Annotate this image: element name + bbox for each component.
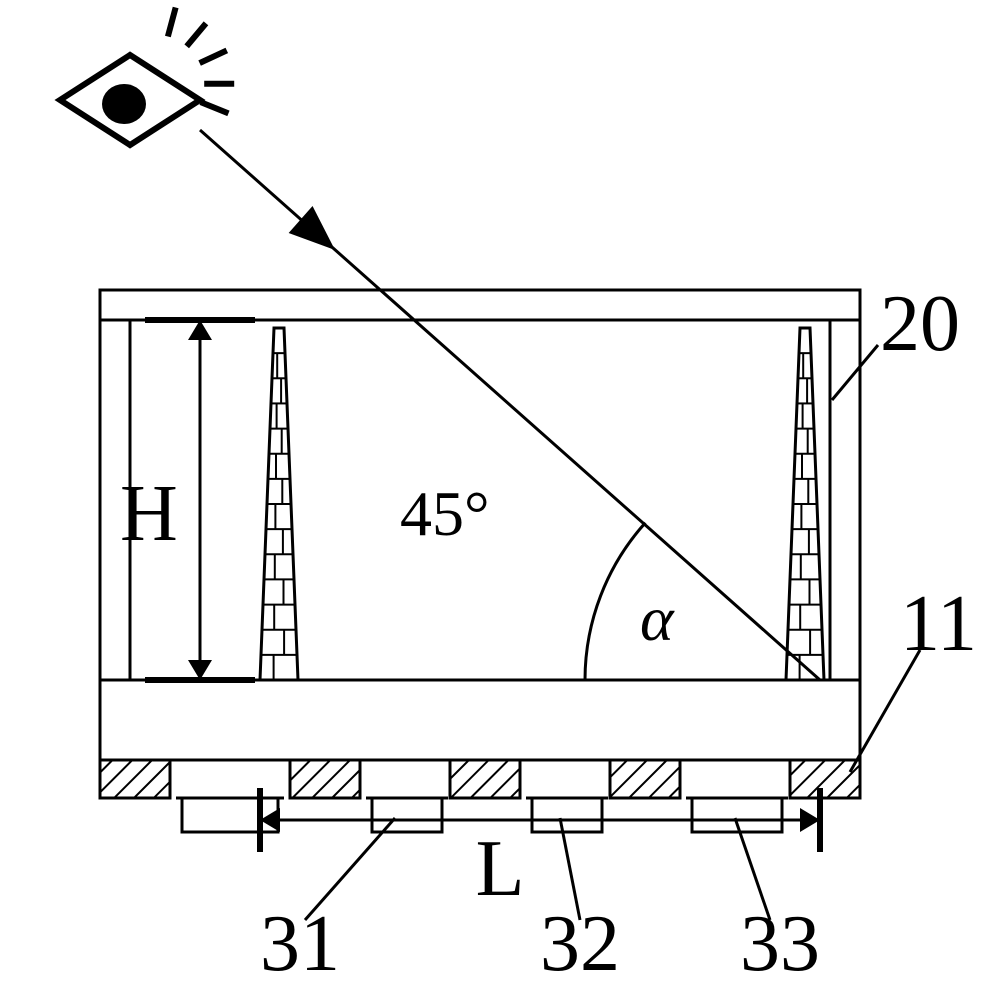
pad-0 [100, 760, 170, 798]
leader-20 [832, 345, 878, 400]
pad-3 [610, 760, 680, 798]
chip-2 [526, 798, 608, 832]
pillar-left [260, 328, 298, 680]
svg-text:11: 11 [900, 580, 977, 668]
angle-arc [585, 523, 645, 680]
svg-text:31: 31 [260, 900, 340, 984]
pad-4 [790, 760, 860, 798]
svg-text:33: 33 [740, 900, 820, 984]
chip-0 [176, 798, 284, 832]
svg-text:H: H [120, 470, 178, 558]
svg-text:α: α [640, 583, 675, 654]
pillar-right [786, 328, 824, 680]
svg-text:20: 20 [880, 280, 960, 368]
svg-text:45°: 45° [400, 478, 490, 549]
labels: H L 45° α 20 11 31 32 33 [120, 280, 977, 984]
eye-icon [60, 7, 234, 145]
chip-1 [366, 798, 448, 832]
svg-text:32: 32 [540, 900, 620, 984]
svg-text:L: L [476, 825, 525, 913]
pad-1 [290, 760, 360, 798]
pad-2 [450, 760, 520, 798]
